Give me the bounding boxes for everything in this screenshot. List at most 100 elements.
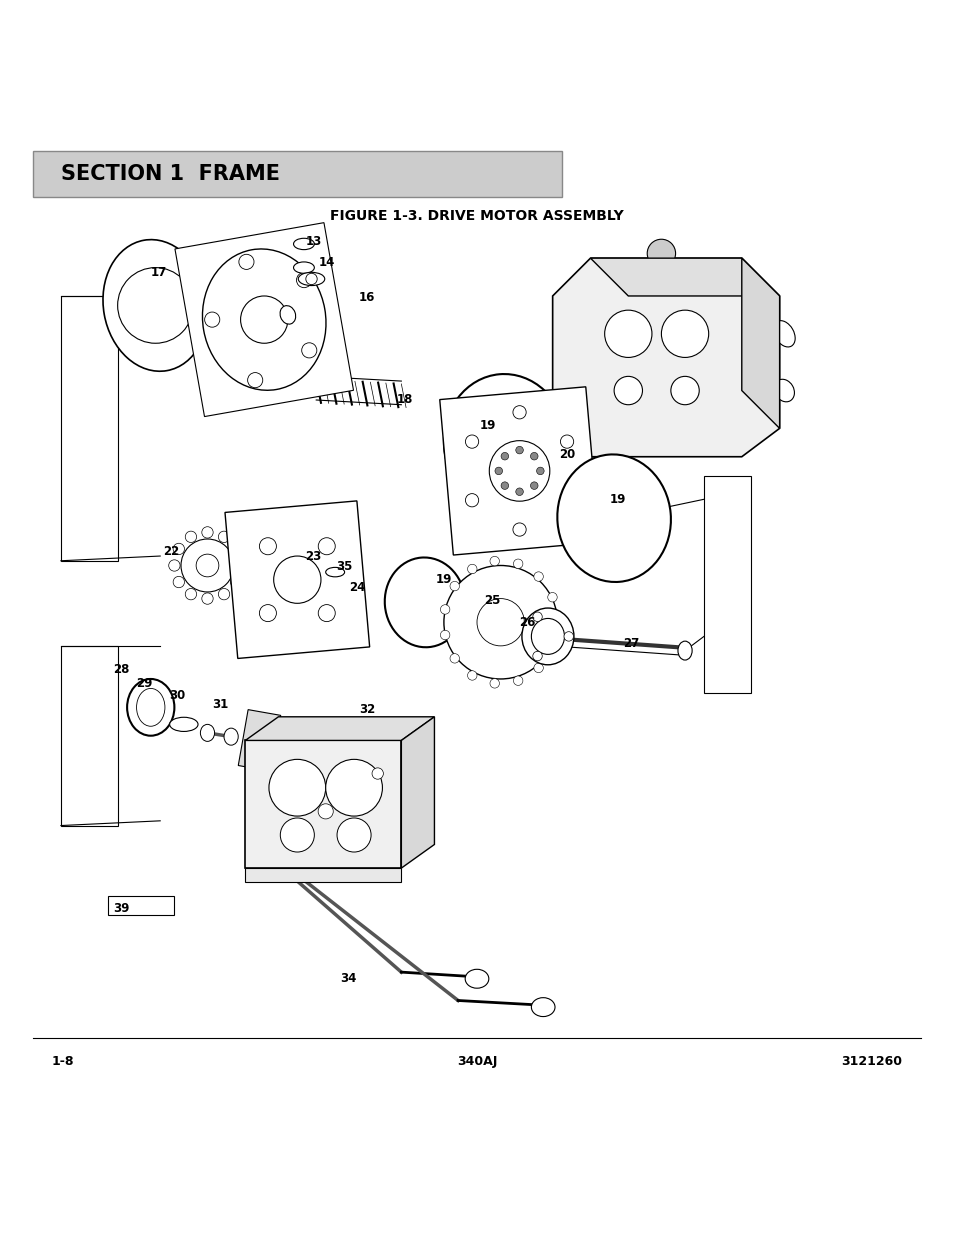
Polygon shape [174,222,354,416]
Circle shape [205,312,219,327]
Circle shape [450,653,459,663]
Circle shape [185,531,196,542]
Circle shape [218,589,230,600]
Text: 22: 22 [163,545,179,558]
Circle shape [440,605,450,614]
Circle shape [274,556,320,604]
Circle shape [490,557,499,566]
Polygon shape [108,897,174,915]
Circle shape [670,377,699,405]
Circle shape [547,642,557,652]
Circle shape [238,254,253,269]
Ellipse shape [170,718,198,731]
Polygon shape [245,868,401,882]
Circle shape [465,494,478,506]
Text: 25: 25 [484,594,500,606]
Polygon shape [401,716,434,868]
Ellipse shape [103,240,208,372]
Circle shape [259,605,276,621]
Text: 32: 32 [358,703,375,716]
Polygon shape [552,258,779,457]
Circle shape [604,310,651,357]
Polygon shape [245,716,434,741]
Text: 29: 29 [136,677,152,690]
Circle shape [476,599,524,646]
Circle shape [172,543,184,555]
Circle shape [234,559,246,571]
Circle shape [231,577,241,588]
Text: 23: 23 [305,550,321,562]
Circle shape [646,240,675,268]
Text: 340AJ: 340AJ [456,1056,497,1068]
Text: 39: 39 [112,903,130,915]
Circle shape [490,678,499,688]
Ellipse shape [465,969,488,988]
Circle shape [534,663,543,673]
Circle shape [318,605,335,621]
Ellipse shape [557,454,670,582]
Polygon shape [439,387,598,555]
Ellipse shape [224,729,238,745]
Circle shape [500,482,508,489]
Circle shape [202,593,213,604]
Circle shape [440,630,450,640]
Text: 1-8: 1-8 [51,1056,74,1068]
Circle shape [218,531,230,542]
Polygon shape [238,710,280,771]
Text: 27: 27 [623,636,639,650]
Text: 19: 19 [609,493,625,506]
Text: 24: 24 [349,580,365,594]
Circle shape [563,631,573,641]
Circle shape [547,593,557,601]
Circle shape [248,373,262,388]
Circle shape [530,482,537,489]
Ellipse shape [678,641,692,659]
Text: 16: 16 [358,291,375,304]
Circle shape [467,671,476,680]
Text: 26: 26 [519,616,536,629]
Ellipse shape [298,273,324,285]
Circle shape [489,441,549,501]
Text: 35: 35 [335,559,352,573]
Ellipse shape [325,567,344,577]
Circle shape [318,537,335,555]
Circle shape [552,618,561,627]
Circle shape [296,273,312,288]
Polygon shape [703,475,750,693]
Circle shape [513,676,522,685]
Circle shape [336,818,371,852]
Text: 18: 18 [396,394,413,406]
Circle shape [516,488,523,495]
Circle shape [240,296,288,343]
Circle shape [467,564,476,574]
Circle shape [532,651,541,661]
Circle shape [495,467,502,474]
Circle shape [465,435,478,448]
Circle shape [259,537,276,555]
Text: 30: 30 [170,689,186,703]
Text: 13: 13 [306,235,322,248]
Ellipse shape [200,725,214,741]
Text: 20: 20 [558,448,575,462]
Circle shape [181,538,233,592]
Ellipse shape [294,262,314,273]
Circle shape [559,494,573,506]
Circle shape [185,589,196,600]
Ellipse shape [202,249,326,390]
Circle shape [301,343,316,358]
Ellipse shape [773,321,795,347]
Circle shape [534,572,543,582]
Circle shape [372,768,383,779]
Circle shape [513,559,522,568]
Circle shape [660,310,708,357]
Circle shape [202,526,213,538]
Circle shape [530,452,537,459]
Text: 34: 34 [339,972,355,986]
Circle shape [117,268,193,343]
Polygon shape [741,258,779,429]
Polygon shape [61,296,117,561]
Circle shape [443,566,557,679]
Polygon shape [590,258,779,296]
Circle shape [317,804,333,819]
Ellipse shape [774,379,794,401]
